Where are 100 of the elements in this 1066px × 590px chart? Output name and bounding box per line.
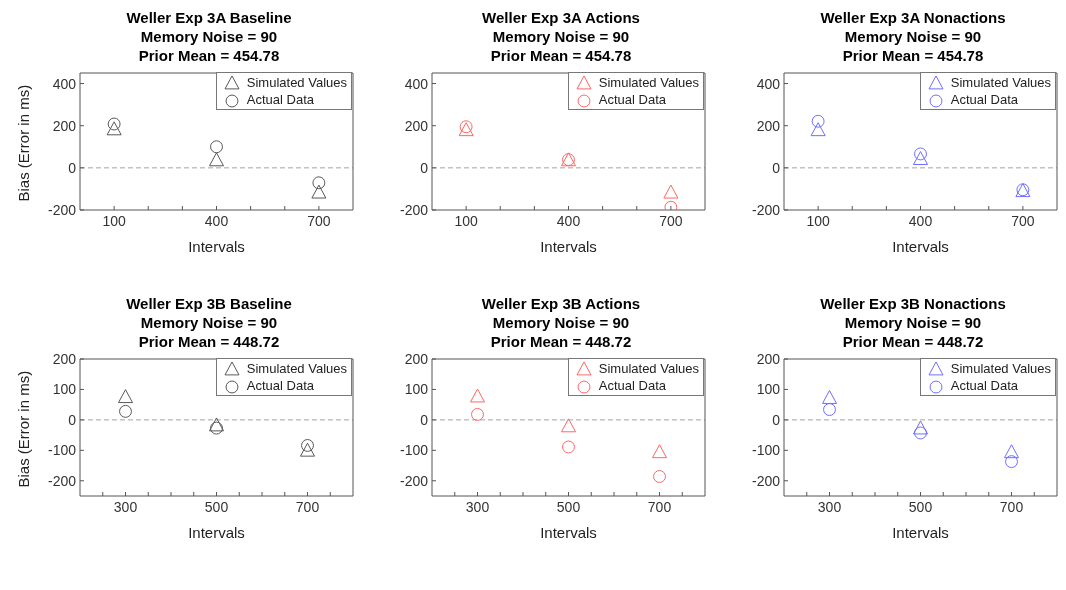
point bbox=[653, 470, 666, 483]
y-tick-label: -200 bbox=[399, 472, 429, 489]
y-tick-label: 100 bbox=[52, 381, 77, 398]
point bbox=[107, 117, 121, 131]
x-axis-title: Intervals bbox=[892, 524, 949, 541]
x-tick-label: 400 bbox=[556, 212, 581, 229]
point bbox=[209, 152, 224, 167]
y-tick-label: 200 bbox=[756, 117, 781, 134]
point bbox=[652, 444, 667, 459]
y-tick-label: -200 bbox=[751, 472, 781, 489]
point bbox=[914, 426, 927, 440]
legend-label: Simulated Values bbox=[598, 361, 699, 376]
x-tick-label: 500 bbox=[556, 498, 581, 515]
y-tick-label: 0 bbox=[420, 159, 429, 176]
point bbox=[913, 420, 928, 435]
x-tick-label: 300 bbox=[113, 498, 138, 515]
legend-label: Actual Data bbox=[246, 92, 314, 107]
x-axis-title: Intervals bbox=[540, 524, 597, 541]
y-tick-label: -200 bbox=[47, 472, 77, 489]
legend-label: Simulated Values bbox=[950, 361, 1051, 376]
legend-label: Actual Data bbox=[950, 92, 1018, 107]
x-tick-label: 100 bbox=[454, 212, 479, 229]
x-tick-label: 400 bbox=[204, 212, 229, 229]
y-tick-label: 200 bbox=[52, 350, 77, 367]
chart-title: Weller Exp 3A Nonactions Memory Noise = 90 Prior Mean = 454.78 bbox=[819, 8, 1007, 65]
y-tick-label: 0 bbox=[68, 411, 77, 428]
x-tick-label: 400 bbox=[908, 212, 933, 229]
legend-label: Simulated Values bbox=[950, 75, 1051, 90]
y-axis-title: Bias (Error in ms) bbox=[15, 84, 33, 202]
point bbox=[312, 176, 326, 190]
y-tick-label: 200 bbox=[404, 117, 429, 134]
y-tick-label: 200 bbox=[404, 350, 429, 367]
y-tick-label: 100 bbox=[404, 381, 429, 398]
point bbox=[300, 442, 315, 457]
y-tick-label: 400 bbox=[756, 75, 781, 92]
point bbox=[914, 147, 927, 161]
y-tick-label: 400 bbox=[52, 75, 77, 92]
point bbox=[311, 184, 327, 199]
chart-title: Weller Exp 3A Actions Memory Noise = 90 Prior Mean = 454.78 bbox=[481, 8, 641, 65]
y-tick-label: 0 bbox=[772, 159, 781, 176]
x-tick-label: 300 bbox=[465, 498, 490, 515]
chart-title: Weller Exp 3B Baseline Memory Noise = 90 Prior Mean = 448.72 bbox=[125, 294, 293, 351]
y-tick-label: 200 bbox=[52, 117, 77, 134]
x-axis-title: Intervals bbox=[540, 238, 597, 255]
chart-title: Weller Exp 3B Actions Memory Noise = 90 Prior Mean = 448.72 bbox=[480, 294, 642, 351]
point bbox=[1004, 444, 1019, 459]
point bbox=[663, 184, 679, 199]
y-tick-label: -200 bbox=[399, 201, 429, 218]
point bbox=[562, 440, 575, 454]
y-tick-label: -200 bbox=[47, 201, 77, 218]
y-tick-label: 400 bbox=[404, 75, 429, 92]
point bbox=[209, 417, 224, 432]
point bbox=[301, 439, 314, 452]
y-tick-label: 0 bbox=[420, 411, 429, 428]
x-tick-label: 700 bbox=[647, 498, 672, 515]
x-axis-title: Intervals bbox=[188, 524, 245, 541]
x-tick-label: 700 bbox=[307, 212, 331, 229]
point bbox=[470, 388, 485, 403]
y-tick-label: -100 bbox=[47, 442, 77, 459]
legend-label: Simulated Values bbox=[246, 75, 347, 90]
x-axis-title: Intervals bbox=[188, 238, 245, 255]
point bbox=[210, 140, 223, 154]
chart-title: Weller Exp 3B Nonactions Memory Noise = 90 Prior Mean = 448.72 bbox=[819, 294, 1007, 351]
y-tick-label: -200 bbox=[751, 201, 781, 218]
x-tick-label: 100 bbox=[102, 212, 127, 229]
y-tick-label: 0 bbox=[772, 411, 781, 428]
x-tick-label: 300 bbox=[817, 498, 842, 515]
point bbox=[913, 151, 928, 166]
legend-label: Actual Data bbox=[246, 378, 314, 393]
x-tick-label: 500 bbox=[204, 498, 229, 515]
y-tick-label: -100 bbox=[399, 442, 429, 459]
point bbox=[811, 114, 825, 128]
y-tick-label: 0 bbox=[68, 159, 77, 176]
point bbox=[118, 389, 133, 404]
x-tick-label: 700 bbox=[295, 498, 320, 515]
point bbox=[822, 390, 837, 404]
legend-label: Actual Data bbox=[598, 378, 666, 393]
point bbox=[210, 421, 223, 435]
point bbox=[823, 403, 836, 416]
point bbox=[471, 407, 484, 421]
x-axis-title: Intervals bbox=[892, 238, 949, 255]
point bbox=[1005, 455, 1018, 469]
legend-label: Simulated Values bbox=[598, 75, 699, 90]
x-tick-label: 700 bbox=[659, 212, 683, 229]
x-tick-label: 700 bbox=[999, 498, 1024, 515]
y-tick-label: -100 bbox=[751, 442, 781, 459]
y-axis-title: Bias (Error in ms) bbox=[15, 370, 33, 488]
y-tick-label: 100 bbox=[756, 381, 781, 398]
legend-label: Simulated Values bbox=[246, 361, 347, 376]
x-tick-label: 700 bbox=[1011, 212, 1035, 229]
y-tick-label: 200 bbox=[756, 350, 781, 367]
x-tick-label: 500 bbox=[908, 498, 933, 515]
point bbox=[810, 122, 826, 137]
point bbox=[119, 404, 132, 418]
point bbox=[561, 418, 576, 433]
x-tick-label: 100 bbox=[806, 212, 831, 229]
legend-label: Actual Data bbox=[950, 378, 1018, 393]
legend-label: Actual Data bbox=[598, 92, 666, 107]
chart-title: Weller Exp 3A Baseline Memory Noise = 90 Prior Mean = 454.78 bbox=[125, 8, 293, 65]
point bbox=[106, 121, 122, 136]
